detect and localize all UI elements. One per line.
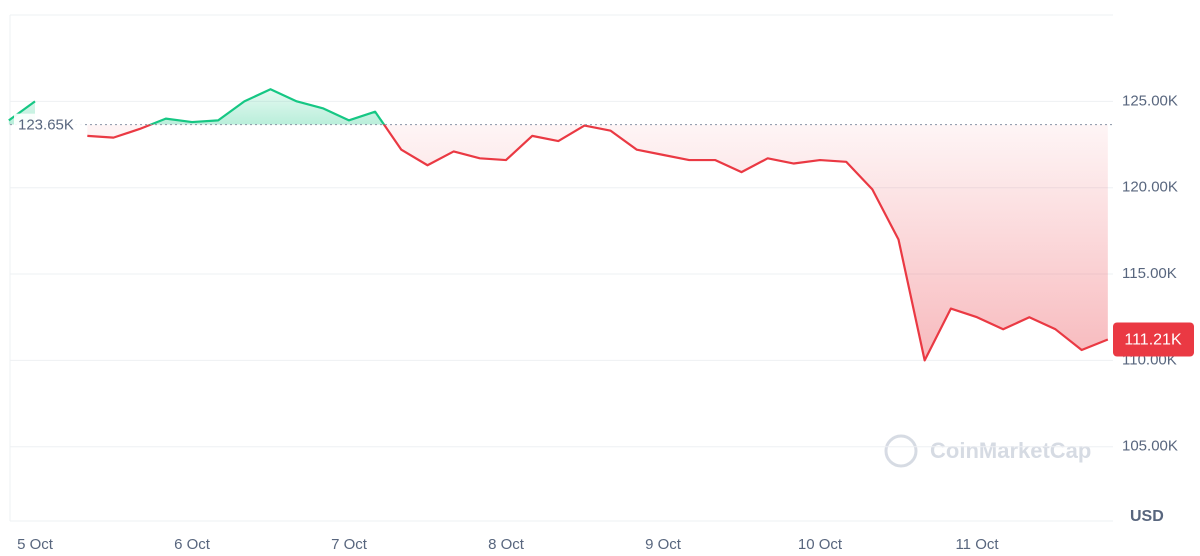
y-tick-label: 120.00K bbox=[1122, 179, 1178, 196]
price-line bbox=[8, 88, 1109, 362]
watermark: CoinMarketCap bbox=[884, 434, 1091, 468]
y-tick-label: 125.00K bbox=[1122, 92, 1178, 109]
baseline-label: 123.65K bbox=[18, 117, 74, 134]
x-tick-label: 11 Oct bbox=[955, 536, 999, 553]
x-tick-label: 5 Oct bbox=[17, 536, 54, 553]
watermark-text: CoinMarketCap bbox=[930, 438, 1091, 463]
y-tick-label: 115.00K bbox=[1122, 265, 1177, 282]
x-tick-label: 9 Oct bbox=[645, 536, 682, 553]
watermark-logo bbox=[884, 434, 918, 468]
area-fill bbox=[87, 89, 1108, 361]
y-unit: USD bbox=[1130, 508, 1164, 525]
x-tick-label: 10 Oct bbox=[798, 536, 843, 553]
baseline-label-bg bbox=[14, 113, 84, 136]
y-tick-label: 105.00K bbox=[1122, 438, 1178, 455]
current-price-badge bbox=[1113, 322, 1194, 357]
x-tick-label: 7 Oct bbox=[331, 536, 368, 553]
x-tick-label: 8 Oct bbox=[488, 536, 525, 553]
current-price-label: 111.21K bbox=[1124, 332, 1182, 349]
x-tick-label: 6 Oct bbox=[174, 536, 211, 553]
